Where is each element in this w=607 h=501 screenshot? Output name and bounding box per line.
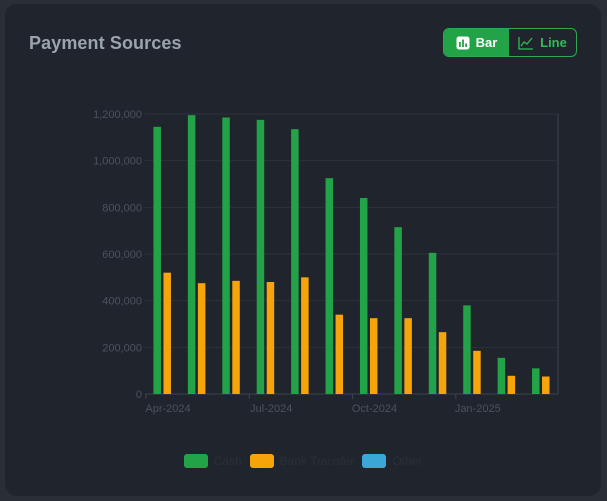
bar-bank-transfer xyxy=(163,272,171,394)
bar-bank-transfer xyxy=(542,376,550,394)
bar-bank-transfer xyxy=(369,318,378,394)
bar-cash xyxy=(325,178,334,394)
bar-bank-transfer xyxy=(232,280,240,394)
y-tick-label: 1,200,000 xyxy=(93,109,142,121)
bar-cash xyxy=(394,227,402,394)
chart-type-toggle: Bar Line xyxy=(443,28,577,57)
bar-cash xyxy=(359,198,368,394)
x-tick-label: Jul-2024 xyxy=(250,403,292,415)
bar-bank-transfer xyxy=(404,318,412,394)
legend-item[interactable]: Bank Transfer xyxy=(249,454,355,468)
bar-bank-transfer xyxy=(473,350,481,394)
bar-cash xyxy=(463,305,471,394)
legend-swatch xyxy=(362,454,387,468)
line-chart-icon xyxy=(518,36,534,50)
bar-cash xyxy=(497,357,506,394)
y-tick-label: 400,000 xyxy=(102,296,142,308)
bar-chart-icon xyxy=(456,36,470,50)
bar-chart-option[interactable]: Bar xyxy=(444,29,509,56)
y-tick-label: 1,000,000 xyxy=(93,156,142,168)
bar-cash xyxy=(532,368,540,394)
bar-bank-transfer xyxy=(335,314,344,394)
legend-item[interactable]: Other xyxy=(362,454,422,468)
bar-cash xyxy=(428,252,437,394)
legend-swatch xyxy=(183,454,208,468)
y-tick-label: 0 xyxy=(136,389,142,401)
line-option-label: Line xyxy=(540,35,567,50)
bar-cash xyxy=(153,126,161,394)
bar-chart: 0 200,000 400,000 600,000 800,000 1,000,000 1,… xyxy=(93,109,559,415)
card-title: Payment Sources xyxy=(29,33,182,53)
bar-cash xyxy=(291,129,299,394)
bar-bank-transfer xyxy=(507,375,516,394)
bar-cash xyxy=(256,119,265,394)
line-chart-option[interactable]: Line xyxy=(509,29,576,56)
bar-cash xyxy=(222,117,230,394)
x-tick-label: Jan-2025 xyxy=(455,403,501,415)
chart-legend: Cash Bank Transfer Other xyxy=(5,454,601,468)
x-tick-label: Apr-2024 xyxy=(145,403,190,415)
payment-sources-card: Payment Sources Bar Line 0 20 xyxy=(5,4,601,496)
y-tick-label: 800,000 xyxy=(102,202,142,214)
legend-item[interactable]: Cash xyxy=(183,454,242,468)
bar-option-label: Bar xyxy=(475,35,498,50)
y-tick-label: 200,000 xyxy=(102,342,142,354)
x-tick-label: Oct-2024 xyxy=(352,403,397,415)
legend-label: Bank Transfer xyxy=(279,454,355,468)
bar-bank-transfer xyxy=(266,282,275,394)
bar-bank-transfer xyxy=(438,332,447,394)
legend-swatch xyxy=(249,454,274,468)
legend-label: Cash xyxy=(213,454,242,468)
bar-bank-transfer xyxy=(197,283,206,394)
bar-cash xyxy=(187,115,196,395)
y-tick-label: 600,000 xyxy=(102,249,142,261)
legend-label: Other xyxy=(392,454,423,468)
bar-bank-transfer xyxy=(301,277,309,394)
